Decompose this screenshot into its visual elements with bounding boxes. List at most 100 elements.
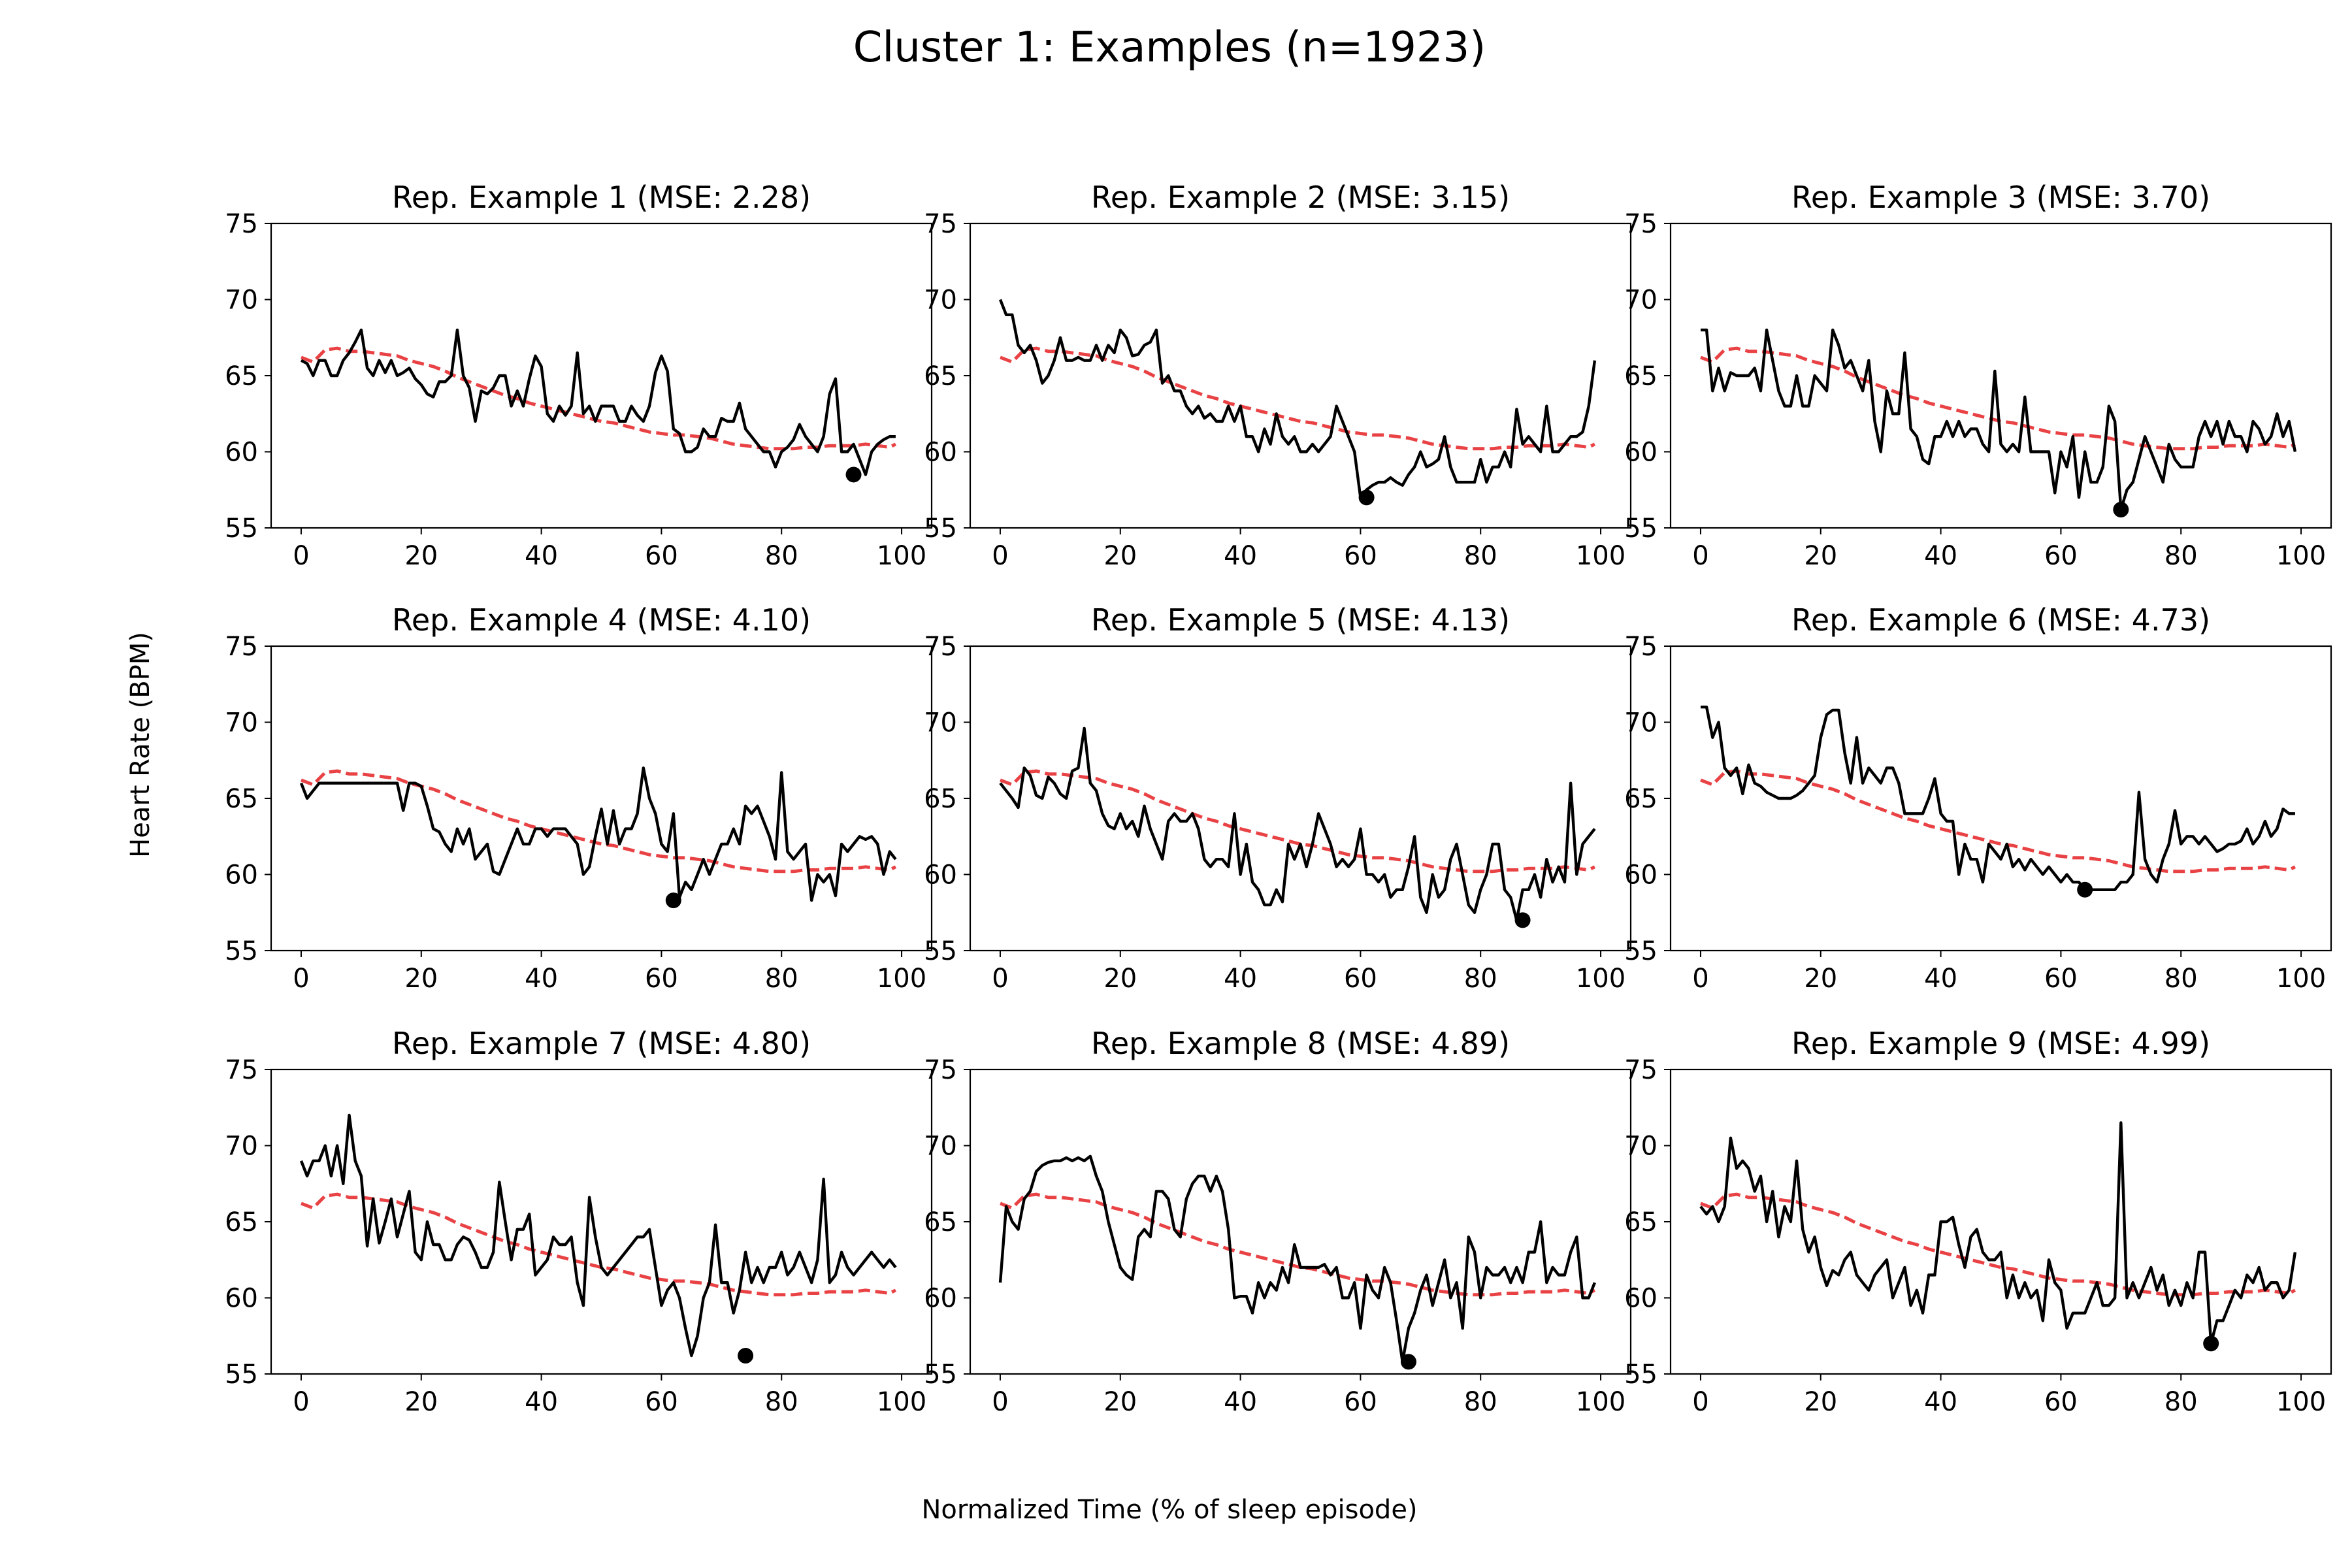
x-tick-label: 60 xyxy=(1344,541,1377,571)
y-tick-label: 75 xyxy=(1624,209,1658,239)
example-line xyxy=(1701,705,2295,892)
y-tick-label: 60 xyxy=(1624,1284,1658,1314)
y-tick-label: 65 xyxy=(924,1207,957,1237)
subplot-title: Rep. Example 8 (MSE: 4.89) xyxy=(1091,1026,1510,1061)
subplot-5: Rep. Example 5 (MSE: 4.13) 55 60 65 70 75 0 20 4… xyxy=(924,602,1632,994)
centroid-line xyxy=(1000,769,1596,874)
y-tick-label: 60 xyxy=(225,438,258,468)
example-line xyxy=(299,1113,897,1358)
x-tick-label: 0 xyxy=(1692,1387,1708,1417)
x-tick-label: 0 xyxy=(293,541,309,571)
x-tick-label: 40 xyxy=(525,541,558,571)
y-tick-label: 60 xyxy=(225,1284,258,1314)
example-line xyxy=(1701,328,2297,512)
y-tick-label: 65 xyxy=(924,784,957,814)
subplot-4: Rep. Example 4 (MSE: 4.10) 55 60 65 70 75 0 20 4… xyxy=(225,602,933,994)
subplot-title: Rep. Example 1 (MSE: 2.28) xyxy=(392,180,811,215)
subplot-grid: Rep. Example 1 (MSE: 2.28) 55 60 65 70 75 0 20 4… xyxy=(225,180,2332,1417)
example-line xyxy=(998,1154,1596,1364)
centroid-line xyxy=(301,346,897,451)
x-tick-label: 20 xyxy=(1804,964,1837,994)
x-tick-label: 0 xyxy=(1692,541,1708,571)
centroid-line xyxy=(1700,346,2296,451)
y-tick-label: 55 xyxy=(1624,514,1658,544)
subplot-title: Rep. Example 9 (MSE: 4.99) xyxy=(1791,1026,2210,1061)
y-tick-label: 55 xyxy=(225,514,258,544)
x-axis-label: Normalized Time (% of sleep episode) xyxy=(921,1495,1417,1525)
y-tick-label: 55 xyxy=(225,1360,258,1390)
x-tick-label: 20 xyxy=(1103,964,1137,994)
y-tick-label: 70 xyxy=(1624,1132,1658,1162)
x-tick-label: 20 xyxy=(1103,1387,1137,1417)
x-tick-label: 60 xyxy=(1344,1387,1377,1417)
x-tick-label: 40 xyxy=(525,1387,558,1417)
y-tick-label: 75 xyxy=(924,1055,957,1085)
x-tick-label: 80 xyxy=(765,541,798,571)
x-tick-label: 80 xyxy=(1464,1387,1497,1417)
x-tick-label: 40 xyxy=(1924,964,1957,994)
x-tick-label: 40 xyxy=(525,964,558,994)
nadir-point xyxy=(1514,912,1531,928)
x-tick-label: 20 xyxy=(1804,1387,1837,1417)
x-tick-label: 0 xyxy=(1692,964,1708,994)
x-tick-label: 0 xyxy=(293,964,309,994)
nadir-point xyxy=(2077,881,2093,898)
x-tick-label: 20 xyxy=(404,1387,438,1417)
x-tick-label: 80 xyxy=(1464,541,1497,571)
example-line xyxy=(299,766,897,902)
x-tick-label: 0 xyxy=(992,964,1008,994)
centroid-line xyxy=(1700,769,2296,874)
y-tick-label: 65 xyxy=(1624,361,1658,391)
y-tick-label: 65 xyxy=(924,361,957,391)
subplot-title: Rep. Example 6 (MSE: 4.73) xyxy=(1791,602,2210,638)
y-tick-label: 60 xyxy=(924,860,957,890)
y-tick-label: 65 xyxy=(1624,1207,1658,1237)
y-tick-label: 75 xyxy=(924,632,957,662)
x-tick-label: 80 xyxy=(2164,964,2198,994)
y-tick-label: 60 xyxy=(1624,438,1658,468)
x-tick-label: 80 xyxy=(765,964,798,994)
x-tick-label: 60 xyxy=(1344,964,1377,994)
x-tick-label: 60 xyxy=(645,1387,678,1417)
y-tick-label: 75 xyxy=(924,209,957,239)
example-line xyxy=(300,328,896,476)
y-tick-label: 70 xyxy=(1624,286,1658,316)
y-tick-label: 70 xyxy=(924,708,957,738)
y-tick-label: 70 xyxy=(924,286,957,316)
nadir-point xyxy=(2203,1335,2219,1352)
x-tick-label: 100 xyxy=(2276,541,2326,571)
y-tick-label: 65 xyxy=(225,361,258,391)
nadir-point xyxy=(1400,1354,1416,1370)
x-tick-label: 40 xyxy=(1224,1387,1257,1417)
nadir-point xyxy=(665,892,681,909)
nadir-point xyxy=(2113,502,2129,518)
example-line xyxy=(999,727,1596,922)
y-tick-label: 65 xyxy=(225,784,258,814)
subplot-title: Rep. Example 4 (MSE: 4.10) xyxy=(392,602,811,638)
y-tick-label: 75 xyxy=(1624,1055,1658,1085)
x-tick-label: 40 xyxy=(1924,541,1957,571)
subplot-title: Rep. Example 3 (MSE: 3.70) xyxy=(1791,180,2210,215)
x-tick-label: 100 xyxy=(877,964,926,994)
y-tick-label: 75 xyxy=(1624,632,1658,662)
x-tick-label: 0 xyxy=(992,541,1008,571)
subplot-title: Rep. Example 5 (MSE: 4.13) xyxy=(1091,602,1510,638)
x-tick-label: 60 xyxy=(2044,964,2078,994)
x-tick-label: 100 xyxy=(877,1387,926,1417)
subplot-title: Rep. Example 7 (MSE: 4.80) xyxy=(392,1026,811,1061)
y-tick-label: 60 xyxy=(924,1284,957,1314)
subplot-3: Rep. Example 3 (MSE: 3.70) 55 60 65 70 75 0 20 4… xyxy=(1624,180,2332,571)
y-tick-label: 60 xyxy=(225,860,258,890)
nadir-point xyxy=(738,1348,754,1364)
subplot-9: Rep. Example 9 (MSE: 4.99) 55 60 65 70 75 0 20 4… xyxy=(1624,1026,2332,1417)
x-tick-label: 60 xyxy=(2044,541,2078,571)
subplot-2: Rep. Example 2 (MSE: 3.15) 55 60 65 70 75 0 20 4… xyxy=(924,180,1632,571)
y-tick-label: 55 xyxy=(225,936,258,966)
x-tick-label: 80 xyxy=(765,1387,798,1417)
centroid-line xyxy=(301,1192,897,1297)
x-tick-label: 20 xyxy=(404,964,438,994)
centroid-line xyxy=(1000,1192,1596,1297)
x-tick-label: 100 xyxy=(1576,964,1625,994)
x-tick-label: 60 xyxy=(2044,1387,2078,1417)
